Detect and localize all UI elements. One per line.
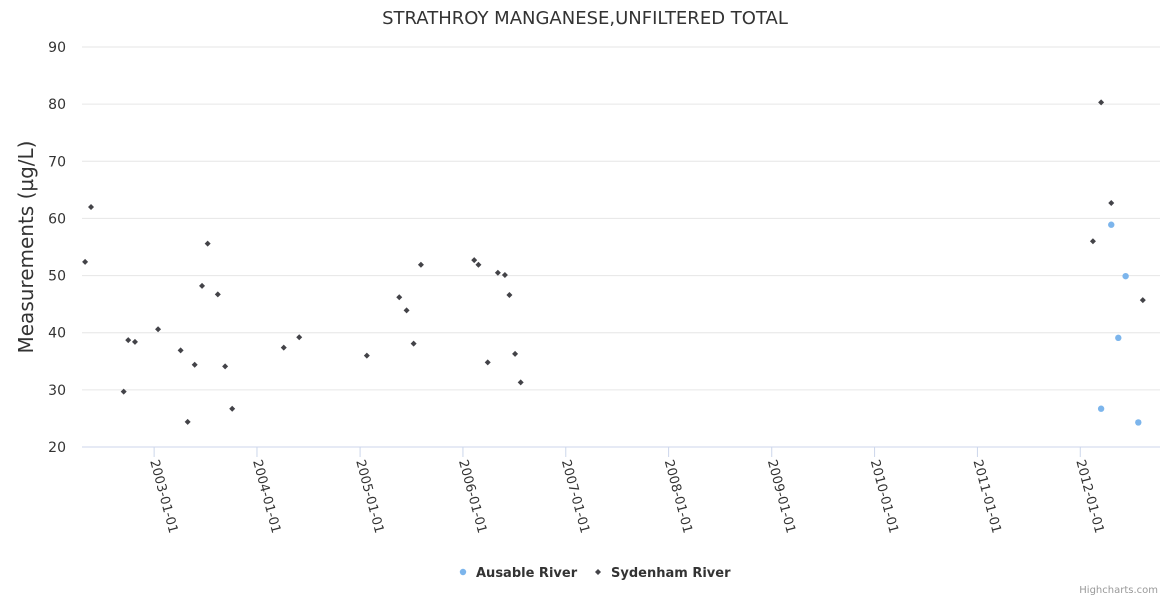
point-sydenham-river[interactable] — [1139, 297, 1146, 304]
point-sydenham-river[interactable] — [82, 258, 89, 265]
x-axis: 2003-01-01 2004-01-01 2005-01-01 2006-01-01… — [146, 447, 1106, 535]
x-tick-label: 2009-01-01 — [764, 458, 798, 535]
point-sydenham-river[interactable] — [410, 340, 417, 347]
point-sydenham-river[interactable] — [229, 405, 236, 412]
legend-label: Ausable River — [476, 566, 578, 581]
point-sydenham-river[interactable] — [204, 240, 211, 247]
x-tick-label: 2004-01-01 — [249, 458, 283, 535]
point-ausable-river[interactable] — [1122, 272, 1129, 280]
credits-link[interactable]: Highcharts.com — [1079, 585, 1158, 596]
legend-label: Sydenham River — [611, 566, 731, 581]
point-sydenham-river[interactable] — [501, 272, 508, 278]
legend-symbol-diamond — [595, 569, 601, 575]
chart-title: STRATHROY MANGANESE,UNFILTERED TOTAL — [382, 8, 788, 29]
point-ausable-river[interactable] — [1115, 334, 1122, 342]
point-sydenham-river[interactable] — [403, 307, 410, 314]
x-tick-label: 2012-01-01 — [1072, 458, 1106, 535]
y-tick-label: 30 — [48, 383, 66, 399]
x-tick-label: 2003-01-01 — [146, 458, 180, 535]
point-sydenham-river[interactable] — [177, 347, 184, 354]
point-ausable-river[interactable] — [1135, 419, 1142, 426]
point-sydenham-river[interactable] — [1098, 99, 1105, 106]
point-sydenham-river[interactable] — [88, 204, 95, 210]
y-tick-label: 20 — [48, 440, 66, 456]
legend: Ausable River Sydenham River — [459, 566, 731, 581]
x-tick-label: 2010-01-01 — [867, 458, 901, 535]
point-sydenham-river[interactable] — [417, 261, 424, 268]
y-axis-label: Measurements (µg/L) — [14, 141, 38, 354]
point-sydenham-river[interactable] — [184, 418, 191, 425]
x-tick-label: 2007-01-01 — [558, 458, 592, 535]
point-sydenham-river[interactable] — [125, 337, 132, 344]
point-sydenham-river[interactable] — [517, 379, 524, 386]
point-sydenham-river[interactable] — [471, 257, 478, 264]
data-points — [82, 99, 1146, 426]
point-sydenham-river[interactable] — [120, 388, 127, 395]
y-tick-label: 80 — [48, 97, 66, 113]
point-sydenham-river[interactable] — [363, 352, 370, 359]
x-tick-label: 2005-01-01 — [352, 458, 386, 535]
point-sydenham-river[interactable] — [475, 261, 482, 268]
point-sydenham-river[interactable] — [280, 344, 287, 351]
point-sydenham-river[interactable] — [1108, 200, 1115, 206]
point-ausable-river[interactable] — [1097, 405, 1105, 412]
point-sydenham-river[interactable] — [506, 292, 513, 298]
y-tick-label: 40 — [48, 326, 66, 342]
point-sydenham-river[interactable] — [131, 338, 138, 345]
legend-symbol-circle — [459, 568, 467, 576]
y-tick-label: 50 — [48, 269, 66, 285]
point-ausable-river[interactable] — [1108, 221, 1115, 228]
y-tick-label: 90 — [48, 40, 66, 56]
y-tick-label: 70 — [48, 154, 66, 170]
point-sydenham-river[interactable] — [222, 363, 229, 370]
point-sydenham-river[interactable] — [512, 350, 519, 357]
point-sydenham-river[interactable] — [155, 326, 162, 333]
point-sydenham-river[interactable] — [191, 361, 198, 368]
y-tick-label: 60 — [48, 211, 66, 227]
point-sydenham-river[interactable] — [1089, 238, 1096, 245]
point-sydenham-river[interactable] — [214, 291, 221, 298]
point-sydenham-river[interactable] — [296, 334, 303, 341]
point-sydenham-river[interactable] — [199, 282, 206, 289]
x-tick-label: 2008-01-01 — [661, 458, 695, 535]
x-tick-label: 2006-01-01 — [455, 458, 489, 535]
legend-item-sydenham-river[interactable]: Sydenham River — [595, 566, 731, 581]
point-sydenham-river[interactable] — [494, 269, 501, 276]
x-tick-label: 2011-01-01 — [970, 458, 1004, 535]
point-sydenham-river[interactable] — [484, 359, 491, 366]
grid-lines — [82, 46, 1160, 448]
y-axis: 20 30 40 50 60 70 80 90 — [48, 40, 66, 456]
legend-item-ausable-river[interactable]: Ausable River — [459, 566, 578, 581]
point-sydenham-river[interactable] — [396, 294, 403, 301]
